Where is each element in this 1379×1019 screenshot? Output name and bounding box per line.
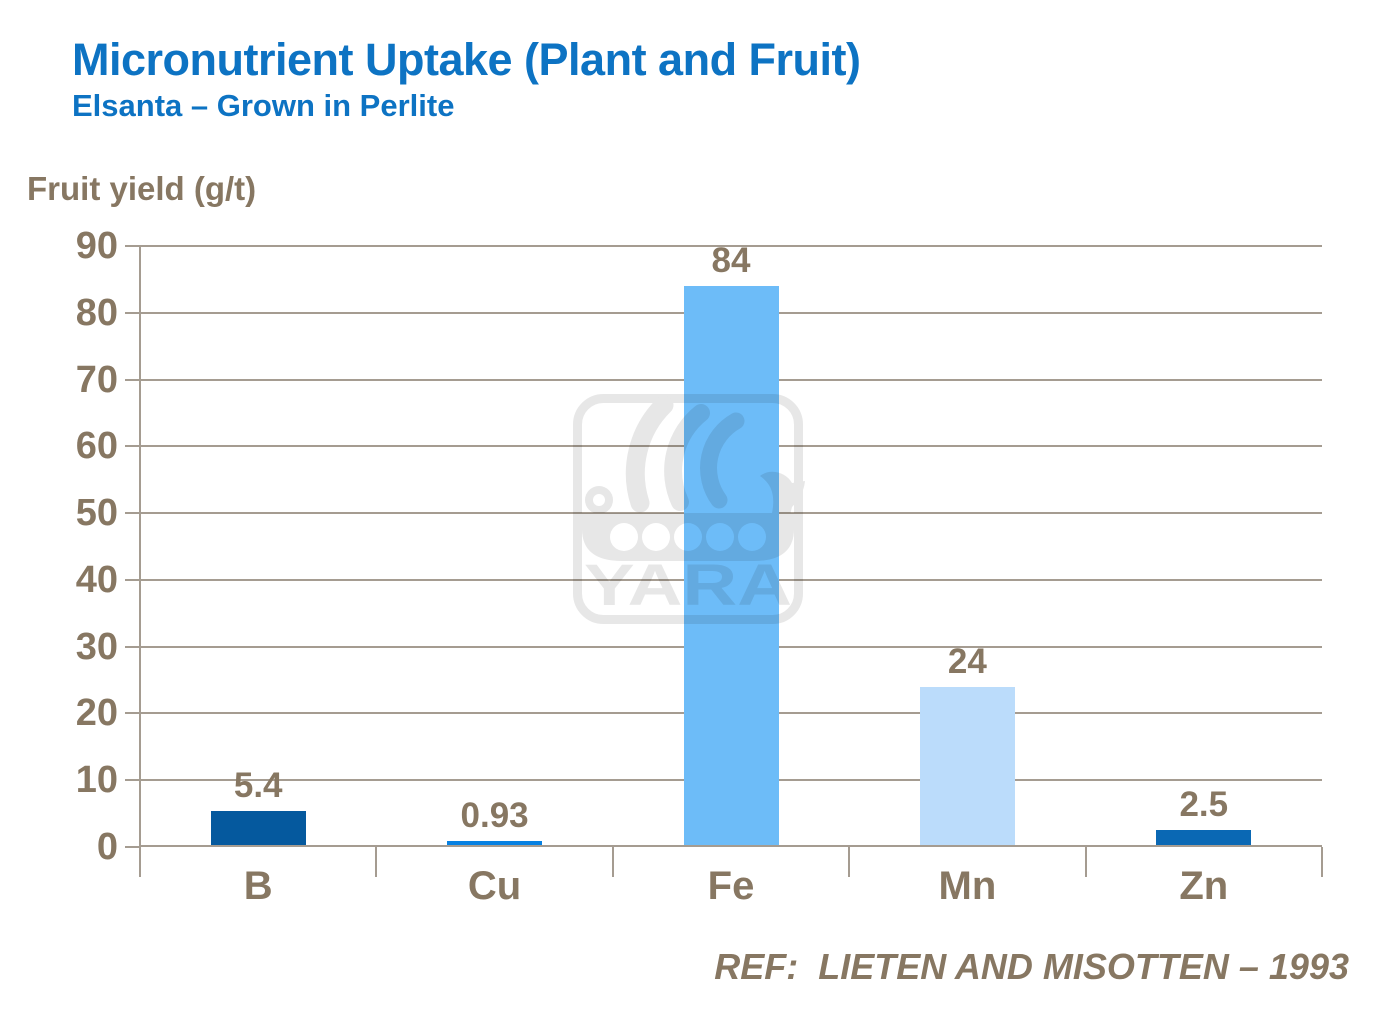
page-title: Micronutrient Uptake (Plant and Fruit) — [72, 34, 861, 85]
bar-B — [210, 811, 306, 847]
y-tick-90 — [125, 245, 140, 247]
y-axis-title: Fruit yield (g/t) — [27, 170, 257, 207]
y-tick-label-50: 50 — [75, 492, 118, 535]
bar-Mn — [919, 687, 1015, 847]
x-boundary-tick-2 — [612, 847, 614, 877]
y-tick-40 — [125, 578, 140, 581]
bar-Zn — [1156, 830, 1252, 847]
y-tick-20 — [125, 712, 140, 715]
category-label-Fe: Fe — [707, 864, 755, 908]
x-axis-category-labels: B Cu Fe Mn Zn — [140, 864, 1322, 924]
y-tick-label-40: 40 — [75, 558, 118, 601]
y-tick-70 — [125, 378, 140, 381]
x-boundary-tick-5 — [1321, 847, 1323, 877]
value-label-B: 5.4 — [233, 766, 283, 805]
x-boundary-tick-1 — [375, 847, 377, 877]
bar-Cu — [447, 841, 543, 847]
y-tick-80 — [125, 311, 140, 314]
value-label-Mn: 24 — [947, 642, 987, 681]
y-tick-label-10: 10 — [75, 759, 118, 802]
category-label-Zn: Zn — [1179, 864, 1229, 908]
y-tick-30 — [125, 645, 140, 648]
y-tick-label-0: 0 — [96, 826, 118, 868]
gridline-90 — [140, 245, 1322, 247]
y-tick-label-60: 60 — [75, 425, 118, 468]
y-tick-label-20: 20 — [75, 692, 118, 735]
value-label-Cu: 0.93 — [460, 796, 529, 835]
value-label-Fe: 84 — [711, 241, 751, 280]
category-label-Mn: Mn — [938, 864, 997, 908]
y-tick-label-30: 30 — [75, 625, 118, 668]
x-axis-line — [140, 845, 1322, 847]
y-axis-tick-labels: 0 10 20 30 40 50 60 70 80 90 — [18, 227, 118, 866]
y-tick-10 — [125, 779, 140, 782]
y-tick-60 — [125, 445, 140, 448]
category-label-B: B — [243, 864, 273, 908]
y-tick-label-80: 80 — [75, 291, 118, 334]
bar-Fe — [683, 286, 779, 847]
x-boundary-tick-3 — [848, 847, 850, 877]
x-boundary-tick-0 — [139, 847, 141, 877]
y-tick-label-90: 90 — [75, 225, 118, 267]
y-tick-50 — [125, 512, 140, 515]
category-label-Cu: Cu — [467, 864, 522, 908]
plot-area: 5.4 0.93 84 24 2.5 — [125, 241, 1323, 877]
page-subtitle: Elsanta – Grown in Perlite — [72, 88, 455, 123]
y-tick-label-70: 70 — [75, 358, 118, 401]
x-boundary-tick-4 — [1085, 847, 1087, 877]
reference-text: REF: LIETEN AND MISOTTEN – 1993 — [714, 946, 1349, 987]
y-axis-line — [139, 246, 141, 877]
value-label-Zn: 2.5 — [1179, 785, 1229, 824]
y-tick-0 — [125, 846, 140, 848]
